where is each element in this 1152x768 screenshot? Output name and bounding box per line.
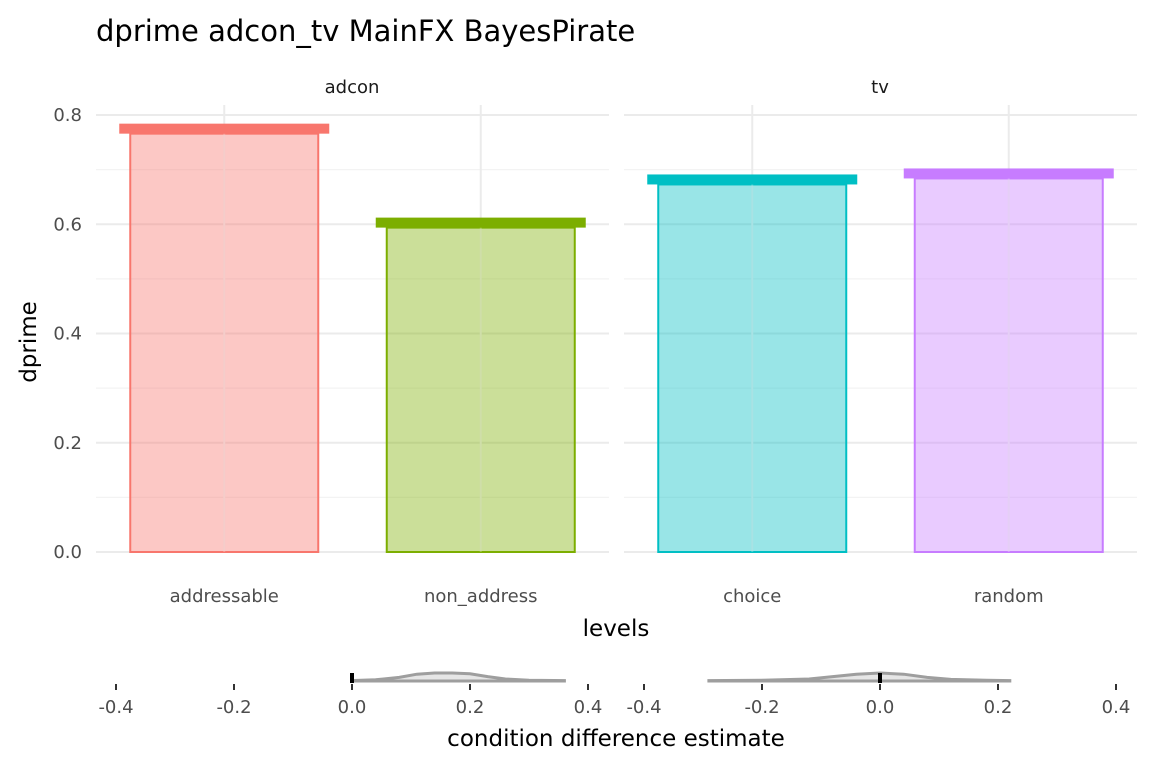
x-tick-label: random [974,586,1044,607]
x-tick-label: choice [723,586,781,607]
bar-random [913,177,1104,553]
bar-choice [657,183,848,554]
difference-tick-label: -0.4 [98,697,133,718]
difference-tick-label: 0.4 [574,697,603,718]
mean-line-choice [647,174,858,185]
bars [119,123,1114,554]
difference-tick-label: -0.2 [216,697,251,718]
mean-line-addressable [119,123,330,134]
bar-non_address [385,226,576,554]
x-tick-label: addressable [170,586,279,607]
panel-strip-tv: tv [871,77,889,98]
mean-line-random [903,168,1114,179]
difference-tick-label: 0.0 [338,697,367,718]
chart-title: dprime adcon_tv MainFX BayesPirate [96,14,635,48]
difference-axis-title: condition difference estimate [447,726,785,752]
difference-densities [350,671,1012,683]
y-tick-labels: 0.0 0.2 0.4 0.6 0.8 [53,105,82,563]
difference-tick-label: -0.4 [626,697,661,718]
mean-line-non_address [375,217,586,228]
estimate-marker-tv [878,673,882,683]
difference-tick-label: 0.2 [456,697,485,718]
y-tick-label: 0.2 [53,433,82,454]
y-tick-label: 0.4 [53,324,82,345]
y-tick-label: 0.8 [53,105,82,126]
y-tick-label: 0.6 [53,214,82,235]
difference-tick-label: 0.4 [1102,697,1131,718]
difference-tick-label: -0.2 [744,697,779,718]
difference-axis: -0.4 -0.2 0.0 0.2 0.4 -0.4 -0.2 0.0 0.2 0.4 [98,684,1130,718]
gridlines [96,105,1137,553]
difference-tick-label: 0.0 [866,697,895,718]
panel-strip-adcon: adcon [325,77,380,98]
x-tick-label: non_address [424,586,538,607]
difference-tick-label: 0.2 [984,697,1013,718]
y-tick-label: 0.0 [53,542,82,563]
estimate-marker-adcon [350,673,354,683]
y-axis-title: dprime [16,301,42,383]
bar-addressable [129,132,320,553]
x-axis-title: levels [583,616,650,642]
x-tick-labels: addressable non_address choice random [170,586,1044,607]
